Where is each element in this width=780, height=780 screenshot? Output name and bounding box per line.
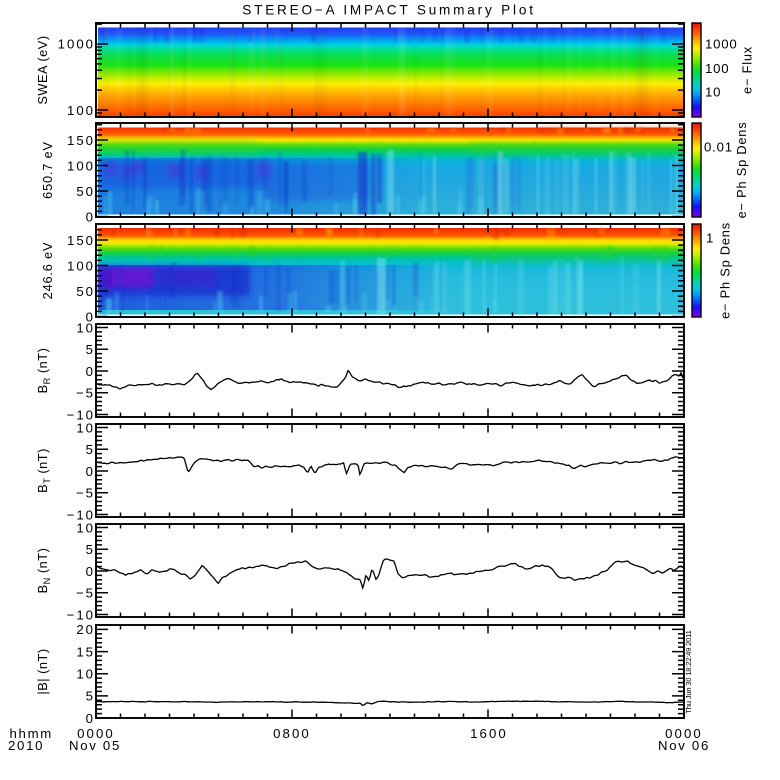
svg-text:246.6 eV: 246.6 eV: [40, 242, 55, 300]
svg-text:1600: 1600: [470, 726, 508, 741]
svg-text:15: 15: [76, 644, 95, 659]
svg-text:5: 5: [86, 689, 95, 704]
svg-text:5: 5: [86, 442, 95, 457]
svg-text:STEREO−A IMPACT Summary Plot: STEREO−A IMPACT Summary Plot: [242, 2, 536, 17]
svg-text:Thu Jun 30 18:22:49 2011: Thu Jun 30 18:22:49 2011: [684, 630, 693, 713]
svg-text:BR (nT): BR (nT): [35, 348, 52, 394]
svg-text:hhmm: hhmm: [10, 726, 53, 741]
svg-text:10: 10: [76, 420, 95, 435]
svg-text:0.01: 0.01: [704, 140, 733, 155]
svg-text:0: 0: [86, 464, 95, 479]
svg-text:0000: 0000: [77, 726, 115, 741]
svg-text:0: 0: [86, 309, 95, 324]
svg-text:50: 50: [76, 284, 95, 299]
svg-text:100: 100: [67, 258, 95, 273]
svg-text:0000: 0000: [665, 726, 703, 741]
svg-text:0: 0: [86, 711, 95, 726]
svg-text:0: 0: [86, 564, 95, 579]
svg-text:−5: −5: [76, 586, 95, 601]
svg-text:650.7 eV: 650.7 eV: [40, 141, 55, 199]
svg-text:e− Ph Sp Dens: e− Ph Sp Dens: [718, 222, 733, 319]
svg-text:e− Flux: e− Flux: [740, 46, 755, 94]
svg-text:−10: −10: [67, 607, 95, 622]
svg-text:Nov 06: Nov 06: [658, 738, 710, 753]
svg-text:1000: 1000: [705, 37, 738, 52]
svg-text:0800: 0800: [273, 726, 311, 741]
svg-text:10: 10: [76, 320, 95, 335]
svg-text:−10: −10: [67, 507, 95, 522]
svg-text:5: 5: [86, 542, 95, 557]
svg-text:−5: −5: [76, 486, 95, 501]
svg-text:e− Ph Sp Dens: e− Ph Sp Dens: [734, 122, 749, 219]
svg-text:0: 0: [86, 209, 95, 224]
svg-text:BT (nT): BT (nT): [35, 448, 52, 493]
svg-text:150: 150: [67, 233, 95, 248]
svg-text:100: 100: [67, 158, 95, 173]
svg-text:BN (nT): BN (nT): [35, 548, 52, 594]
svg-text:−10: −10: [67, 407, 95, 422]
svg-text:100: 100: [705, 61, 729, 76]
svg-text:20: 20: [76, 622, 95, 637]
svg-text:Nov 05: Nov 05: [69, 738, 121, 753]
svg-text:5: 5: [86, 342, 95, 357]
svg-text:0: 0: [86, 364, 95, 379]
svg-text:10: 10: [705, 85, 721, 100]
svg-text:SWEA (eV): SWEA (eV): [35, 35, 50, 104]
svg-text:10: 10: [76, 667, 95, 682]
svg-text:|B| (nT): |B| (nT): [35, 648, 50, 694]
svg-text:10: 10: [76, 520, 95, 535]
svg-text:2010: 2010: [8, 738, 44, 753]
svg-text:−5: −5: [76, 386, 95, 401]
svg-text:1: 1: [706, 230, 714, 245]
svg-text:1000: 1000: [58, 37, 95, 52]
svg-text:50: 50: [76, 184, 95, 199]
svg-text:150: 150: [67, 133, 95, 148]
svg-text:100: 100: [67, 103, 95, 118]
